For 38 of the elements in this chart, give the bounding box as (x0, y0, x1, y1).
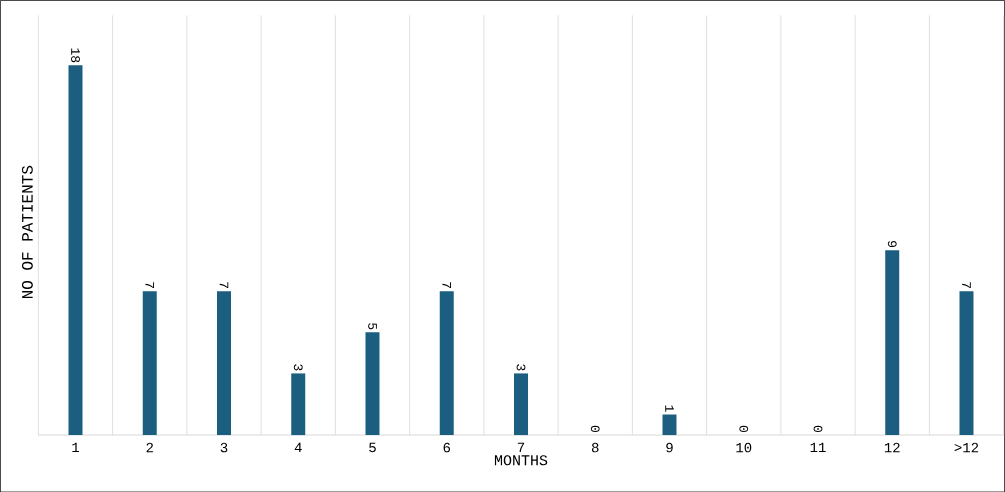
x-tick-label: 6 (443, 442, 451, 453)
bar (68, 65, 83, 435)
bar (365, 332, 380, 435)
data-label: 5 (368, 322, 377, 330)
x-tick-label: 4 (294, 442, 302, 452)
data-label: 3 (293, 364, 303, 371)
x-tick-label: 10 (736, 442, 752, 453)
x-tick-label: 2 (146, 442, 153, 452)
x-tick-label: 11 (810, 442, 826, 452)
y-axis-title: NO OF PATIENTS (21, 165, 33, 298)
data-label: 0 (813, 425, 823, 432)
x-axis-title: MONTHS (494, 455, 548, 466)
bar (885, 249, 900, 435)
data-label: 1 (665, 405, 674, 412)
bar (291, 373, 306, 435)
x-tick-label: 12 (884, 442, 900, 452)
data-label: 18 (71, 48, 80, 63)
data-label: 3 (516, 364, 526, 371)
x-tick-label: 8 (591, 442, 599, 453)
data-label: 7 (145, 282, 155, 288)
x-tick-label: 5 (369, 442, 376, 452)
x-tick-label: 7 (517, 442, 525, 452)
bar (217, 291, 231, 435)
bar (142, 291, 157, 435)
data-label: 7 (442, 282, 452, 288)
x-tick-label: 1 (72, 442, 80, 452)
x-tick-label: 9 (666, 442, 673, 453)
bar (514, 373, 528, 435)
data-label: 0 (590, 425, 600, 432)
data-label: 9 (887, 240, 897, 247)
bar (439, 291, 454, 435)
x-tick-label: 3 (220, 442, 228, 453)
bar (662, 414, 677, 435)
data-label: 0 (739, 425, 749, 432)
data-label: 7 (962, 282, 971, 288)
x-tick-label: >12 (954, 442, 979, 452)
data-label: 7 (219, 282, 229, 288)
bar (959, 291, 974, 435)
